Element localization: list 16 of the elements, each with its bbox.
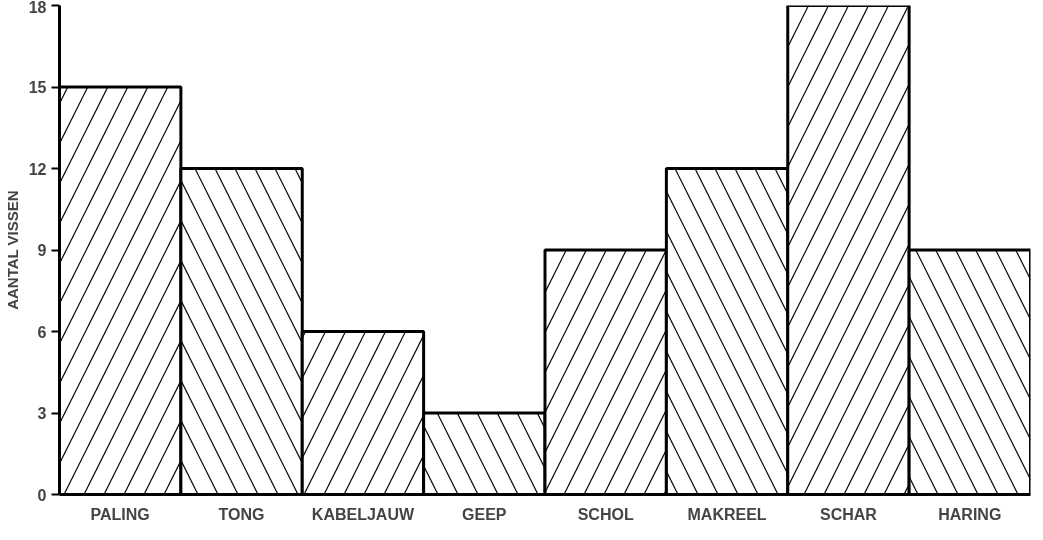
y-tick-label: 9 <box>37 242 47 259</box>
x-tick-label: GEEP <box>462 505 507 523</box>
x-tick-label: TONG <box>218 505 265 523</box>
y-tick-label: 15 <box>28 79 47 96</box>
x-tick-label: HARING <box>938 505 1002 523</box>
y-tick-label: 12 <box>28 160 47 178</box>
x-tick-label: SCHOL <box>577 505 634 523</box>
y-tick-label: 18 <box>28 0 47 16</box>
y-tick-label: 3 <box>37 405 47 422</box>
y-axis-title: AANTAL VISSEN <box>3 190 21 310</box>
x-tick-label: MAKREEL <box>687 505 767 523</box>
x-tick-label: KABELJAUW <box>311 505 415 523</box>
x-tick-label: PALING <box>90 505 150 523</box>
y-tick-label: 6 <box>37 323 47 341</box>
y-tick-label: 0 <box>37 486 47 504</box>
x-tick-label: SCHAR <box>819 505 878 523</box>
